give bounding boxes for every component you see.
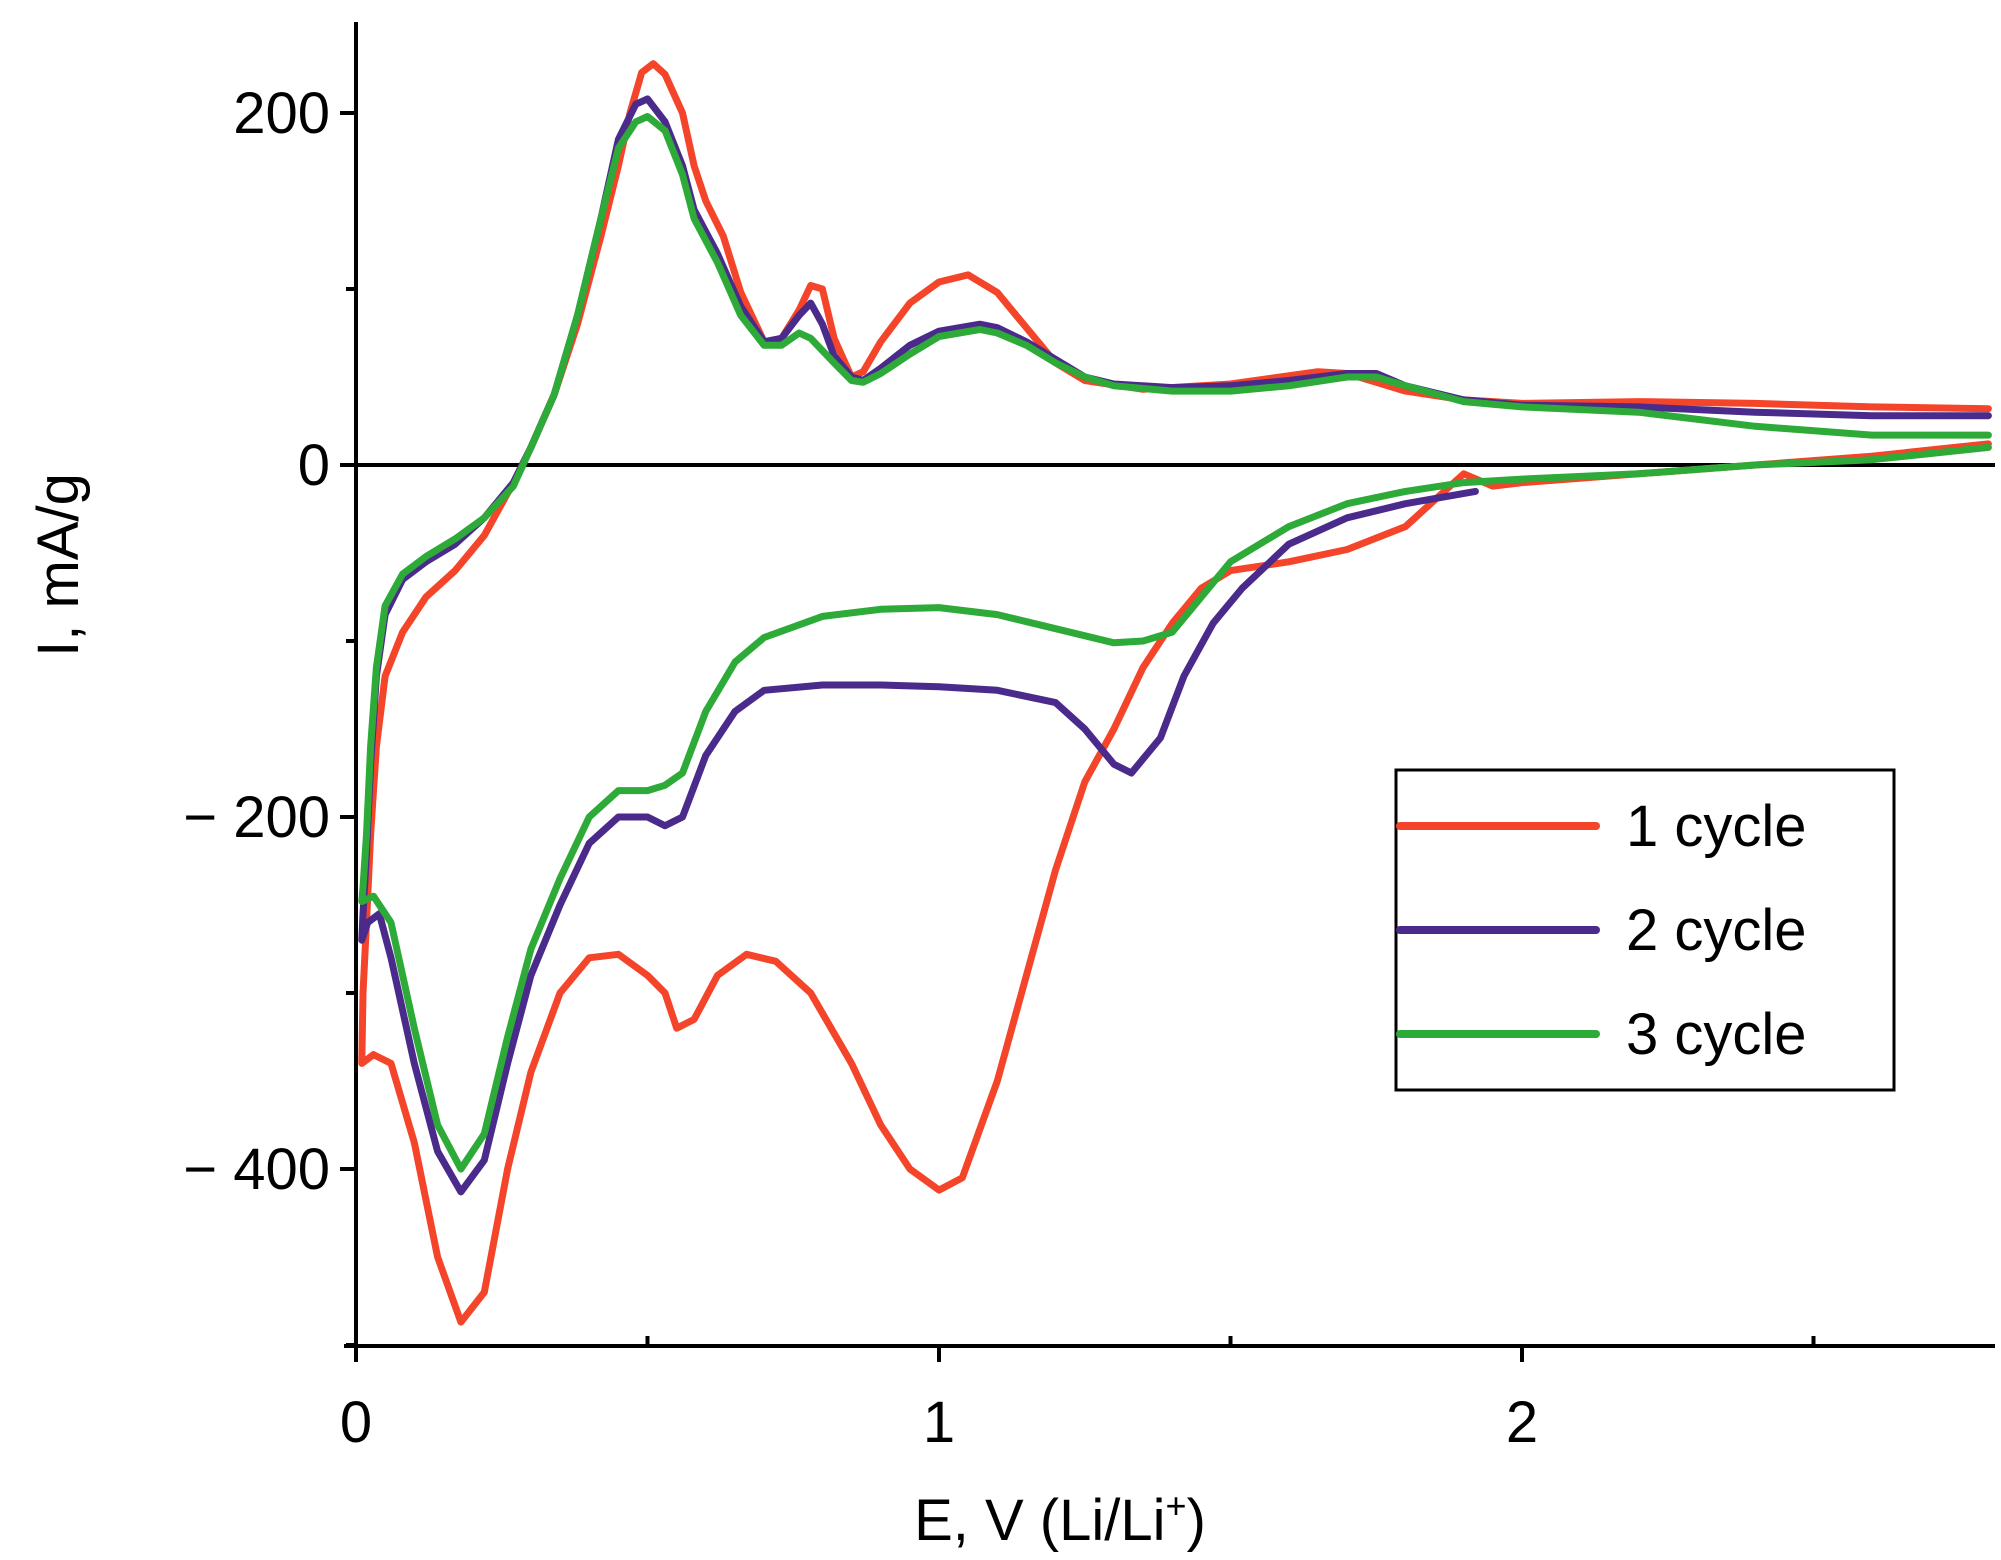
series-line-1 (358, 60, 1992, 1326)
y-tick-label: − 200 (183, 785, 330, 850)
legend-label-3: 3 cycle (1626, 1002, 1807, 1067)
x-axis-title: E, V (Li/Li+) (914, 1485, 1206, 1553)
y-tick-label: 200 (233, 81, 330, 146)
x-tick-label: 1 (923, 1390, 955, 1455)
axis-layer: 200 0 − 200 − 400 0 1 2 E, V (Li/Li+) I, mA/g (26, 22, 1995, 1553)
x-tick-label: 2 (1506, 1390, 1538, 1455)
y-tick-label: 0 (298, 433, 330, 498)
series-layer (358, 60, 1992, 1326)
legend-label-1: 1 cycle (1626, 794, 1807, 859)
legend-label-2: 2 cycle (1626, 898, 1807, 963)
series-line-3 (358, 113, 1992, 1173)
legend: 1 cycle 2 cycle 3 cycle (1394, 768, 1896, 1092)
y-axis-title: I, mA/g (26, 473, 91, 657)
y-tick-label: − 400 (183, 1137, 330, 1202)
x-tick-label: 0 (340, 1390, 372, 1455)
